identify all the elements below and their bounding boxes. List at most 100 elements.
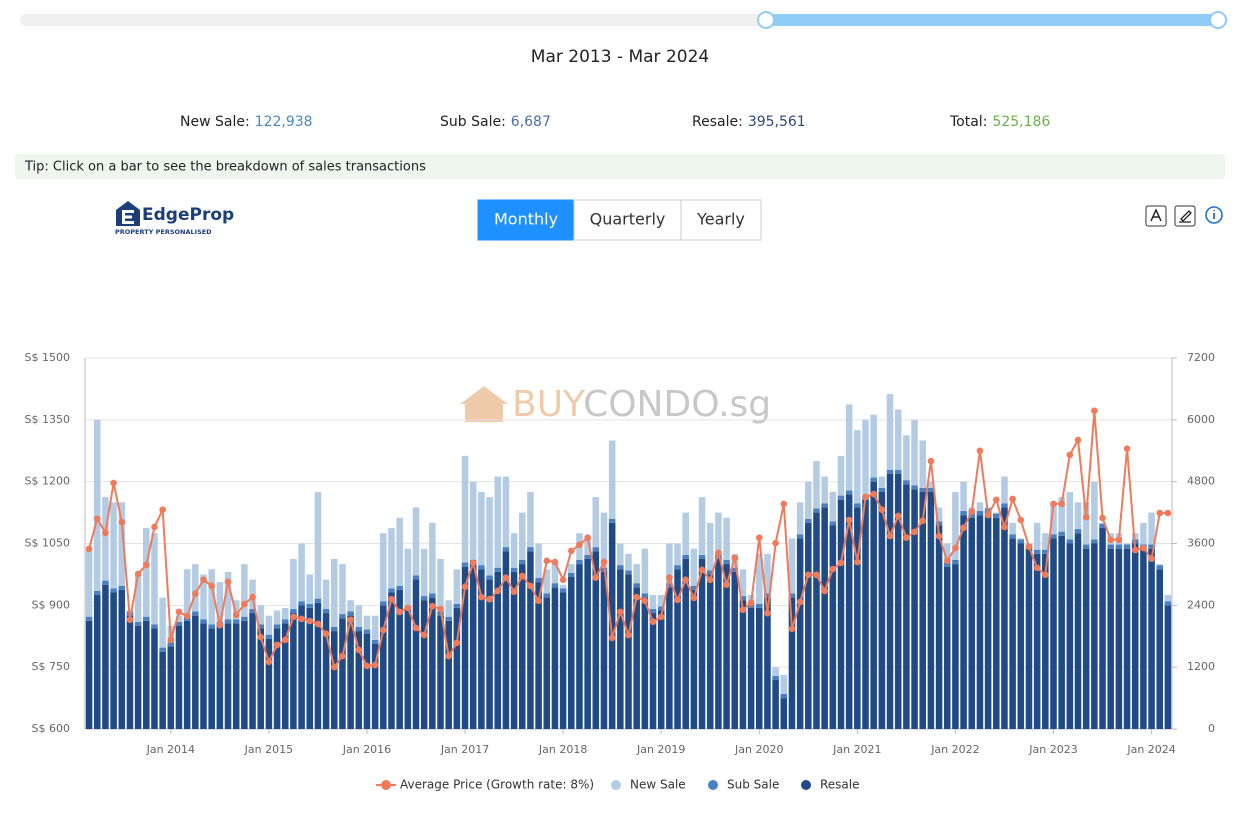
bar[interactable]	[265, 634, 273, 639]
bar[interactable]	[690, 585, 698, 590]
bar[interactable]	[241, 564, 248, 617]
bar[interactable]	[445, 600, 452, 617]
bar[interactable]	[322, 608, 330, 614]
bar[interactable]	[85, 616, 93, 621]
bar[interactable]	[690, 589, 698, 729]
bar[interactable]	[1074, 502, 1082, 530]
bar[interactable]	[886, 394, 894, 470]
bar[interactable]	[1001, 503, 1008, 508]
bar[interactable]	[1074, 529, 1082, 534]
bar[interactable]	[976, 502, 984, 512]
bar[interactable]	[862, 499, 869, 729]
bar[interactable]	[1066, 539, 1074, 544]
tab-button[interactable]	[680, 199, 762, 241]
bar[interactable]	[911, 419, 918, 486]
bar[interactable]	[110, 588, 117, 593]
bar[interactable]	[420, 600, 428, 729]
bar[interactable]	[1131, 543, 1139, 730]
bar[interactable]	[93, 590, 101, 596]
bar[interactable]	[298, 543, 305, 602]
bar[interactable]	[821, 476, 828, 504]
bar[interactable]	[788, 597, 796, 729]
bar[interactable]	[183, 569, 191, 617]
bar[interactable]	[371, 643, 379, 729]
bar[interactable]	[862, 419, 869, 496]
bar[interactable]	[1099, 528, 1106, 729]
bar[interactable]	[273, 624, 281, 629]
bar[interactable]	[952, 491, 959, 560]
bar[interactable]	[968, 513, 976, 518]
bar[interactable]	[469, 481, 477, 560]
bar[interactable]	[388, 528, 395, 589]
bar[interactable]	[412, 575, 420, 580]
tab-button[interactable]	[477, 199, 575, 241]
bar[interactable]	[306, 574, 314, 604]
bar[interactable]	[543, 593, 551, 598]
bar[interactable]	[290, 613, 297, 729]
bar[interactable]	[854, 507, 861, 729]
bar[interactable]	[984, 512, 992, 729]
bar[interactable]	[437, 615, 444, 729]
bar[interactable]	[143, 616, 150, 621]
bar[interactable]	[666, 543, 673, 584]
bar[interactable]	[151, 533, 158, 625]
bar[interactable]	[224, 571, 232, 620]
bar[interactable]	[559, 588, 567, 593]
bar[interactable]	[502, 547, 510, 552]
bar[interactable]	[1164, 601, 1172, 606]
bar[interactable]	[796, 502, 804, 535]
bar[interactable]	[290, 608, 297, 614]
bar[interactable]	[1058, 497, 1065, 532]
bar[interactable]	[339, 564, 346, 615]
bar[interactable]	[927, 487, 935, 492]
bar[interactable]	[1107, 548, 1114, 729]
bar[interactable]	[420, 548, 428, 597]
bar[interactable]	[576, 564, 583, 729]
bar[interactable]	[339, 618, 346, 729]
bar[interactable]	[175, 625, 183, 729]
bar[interactable]	[241, 620, 248, 729]
bar[interactable]	[200, 619, 207, 624]
bar[interactable]	[1091, 543, 1098, 730]
bar[interactable]	[617, 565, 624, 570]
bar[interactable]	[102, 584, 109, 729]
bar[interactable]	[1156, 569, 1164, 729]
bar[interactable]	[682, 554, 689, 559]
bar[interactable]	[241, 616, 248, 621]
bar[interactable]	[952, 564, 959, 729]
bar[interactable]	[568, 572, 575, 577]
bar[interactable]	[698, 497, 706, 555]
bar[interactable]	[175, 621, 183, 626]
bar[interactable]	[257, 628, 264, 729]
bar[interactable]	[919, 491, 926, 729]
bar[interactable]	[657, 610, 665, 729]
bar[interactable]	[331, 558, 338, 627]
bar[interactable]	[232, 619, 240, 624]
bar[interactable]	[249, 608, 256, 614]
bar[interactable]	[935, 507, 943, 522]
bar[interactable]	[764, 593, 771, 598]
bar[interactable]	[1091, 539, 1098, 544]
bar[interactable]	[592, 551, 600, 729]
bar[interactable]	[363, 629, 371, 634]
bar[interactable]	[396, 517, 403, 586]
bar[interactable]	[551, 587, 559, 729]
bar[interactable]	[420, 596, 428, 601]
bar[interactable]	[314, 602, 322, 729]
bar[interactable]	[363, 633, 371, 729]
slider-handle[interactable]	[1209, 11, 1227, 29]
bar[interactable]	[1033, 549, 1041, 554]
bar[interactable]	[1148, 548, 1155, 729]
bar[interactable]	[780, 674, 788, 694]
bar[interactable]	[306, 603, 314, 608]
bar[interactable]	[1099, 523, 1106, 529]
bar[interactable]	[151, 628, 158, 729]
bar[interactable]	[404, 610, 412, 729]
bar[interactable]	[363, 615, 371, 630]
bar[interactable]	[494, 476, 502, 568]
bar[interactable]	[625, 574, 632, 729]
bar[interactable]	[1082, 502, 1090, 545]
bar[interactable]	[281, 623, 289, 729]
bar[interactable]	[674, 569, 681, 729]
bar[interactable]	[1009, 522, 1016, 535]
